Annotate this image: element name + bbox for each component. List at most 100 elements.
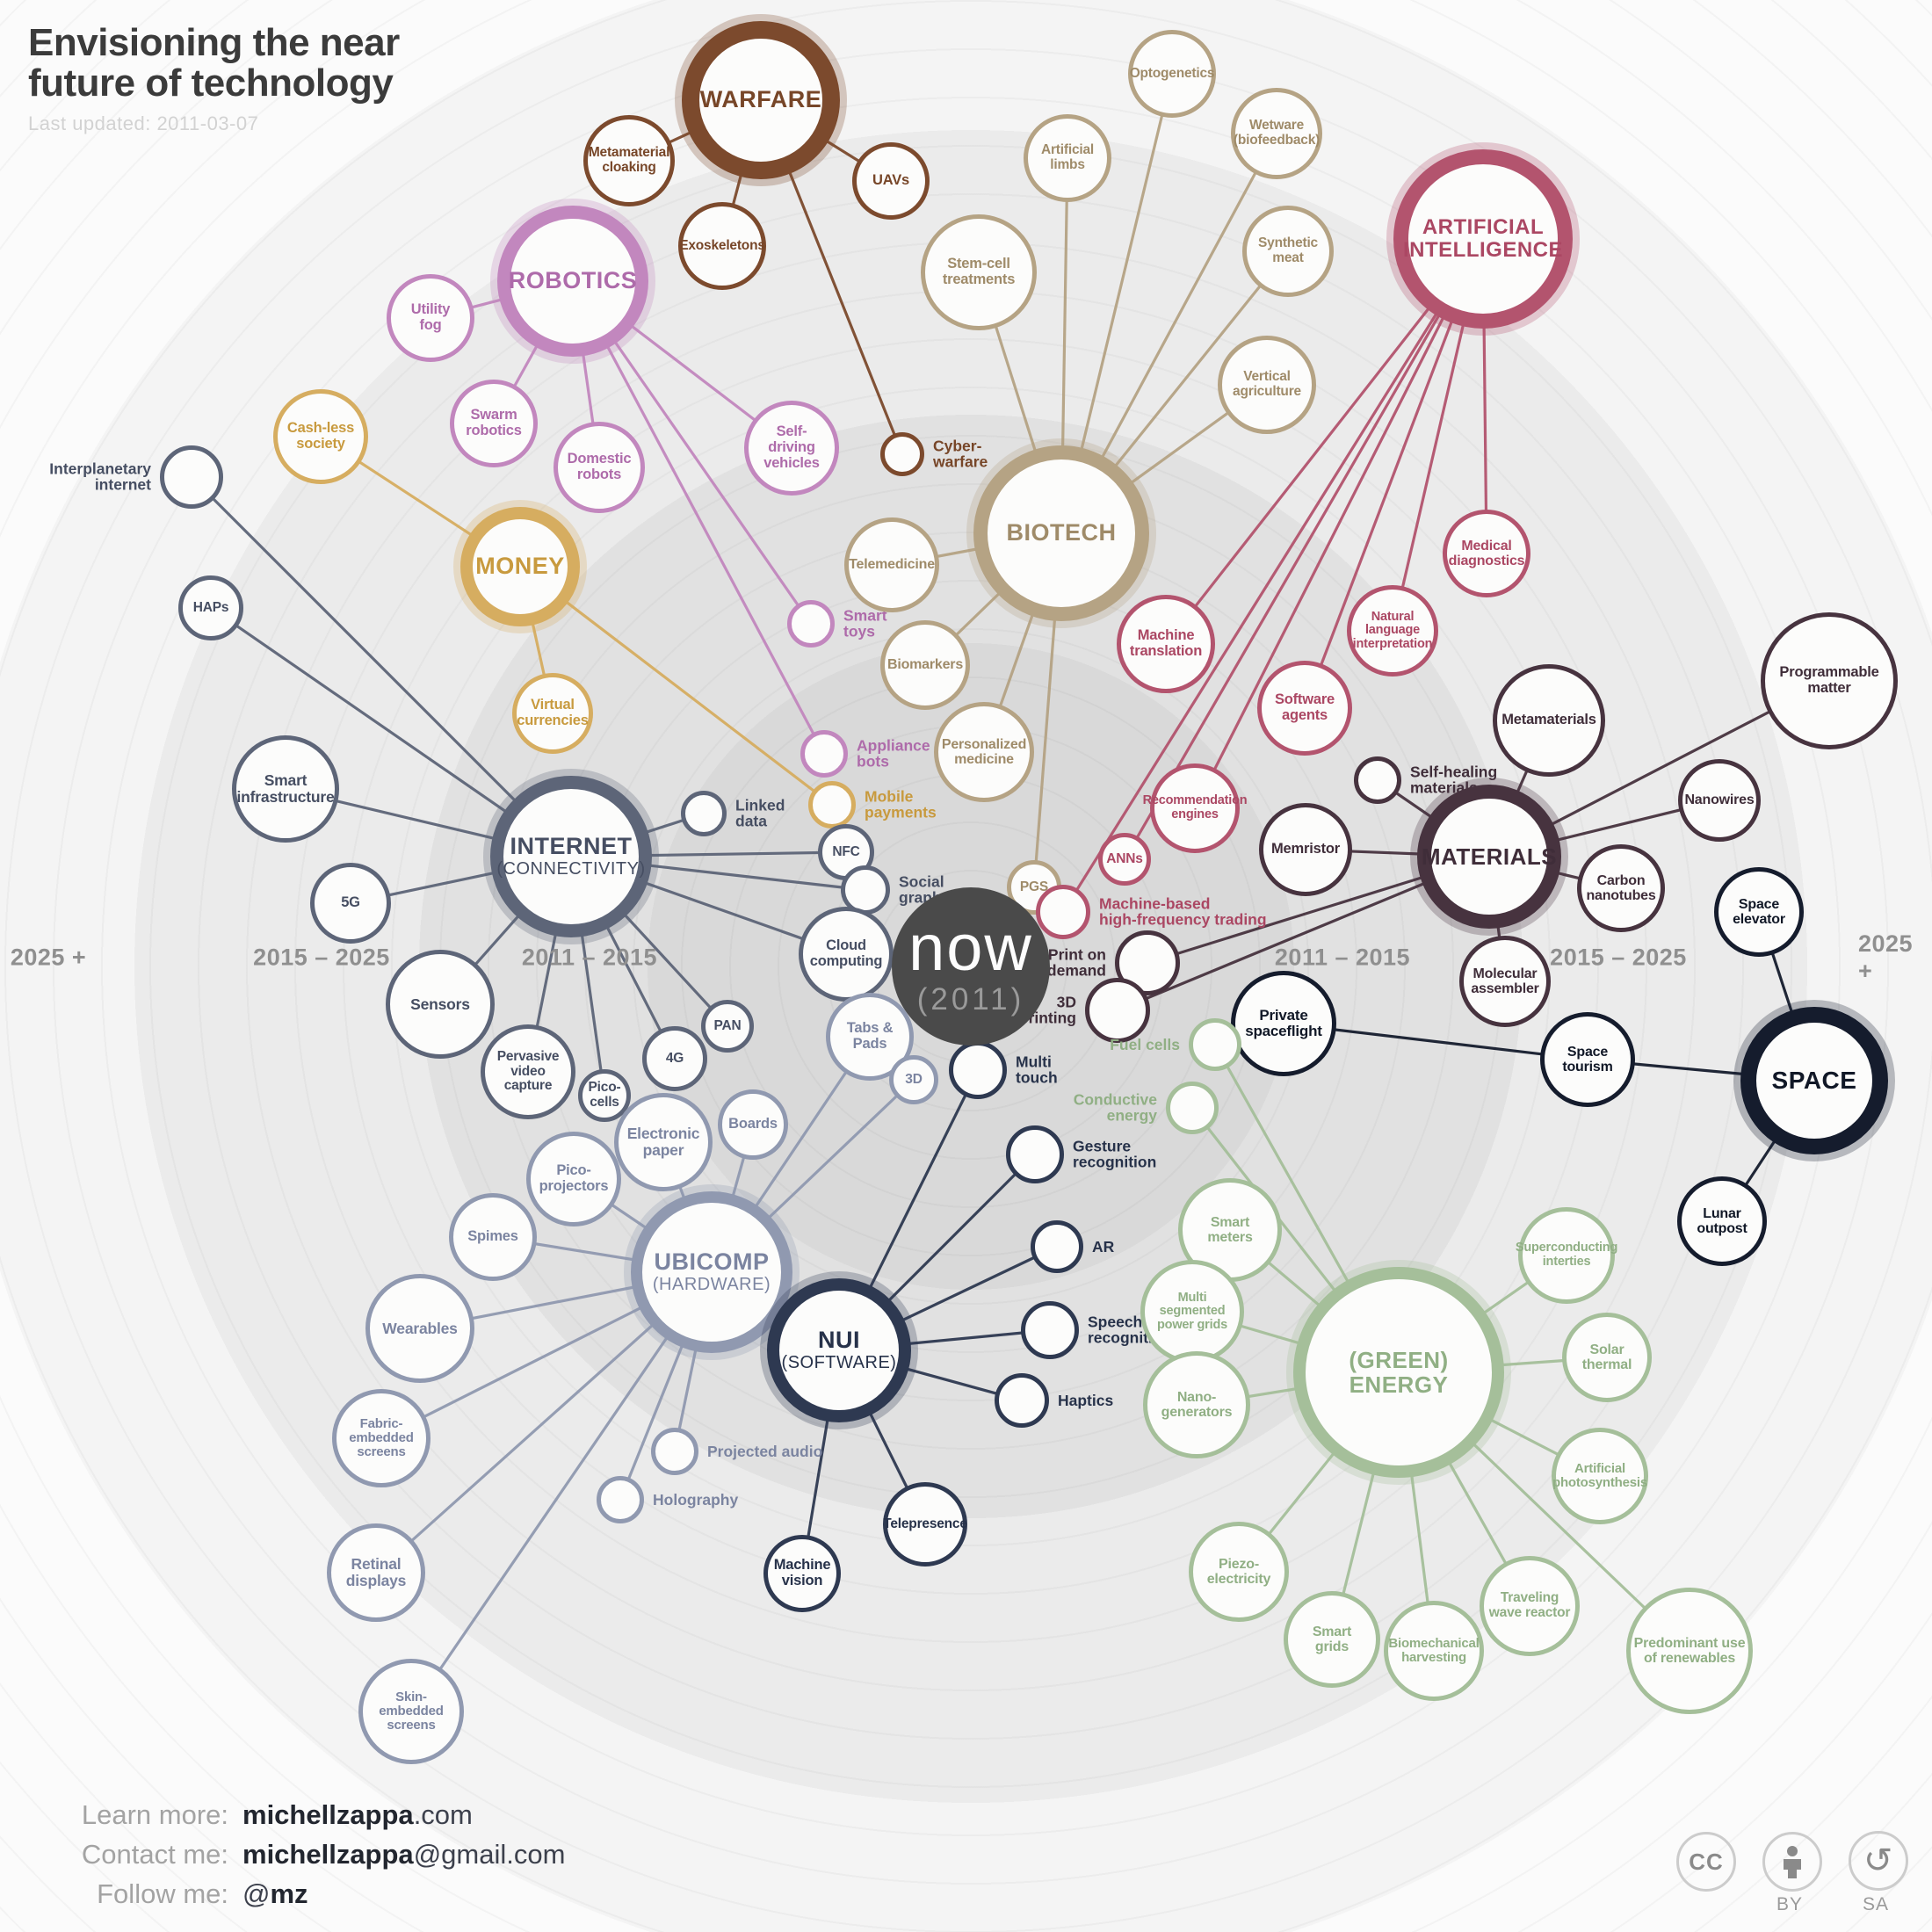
node-telepresence: Telepresence [883, 1482, 967, 1567]
node-medical-diagnostics: Medical diagnostics [1443, 510, 1530, 597]
hub-green: (GREEN) ENERGY [1293, 1267, 1504, 1478]
hub-internet-sublabel: (CONNECTIVITY) [496, 859, 646, 879]
node-traveling-wave-reactor: Traveling wave reactor [1480, 1556, 1580, 1656]
hub-warfare: WARFARE [682, 21, 840, 179]
node-gesture-recognition-label: Gesture recognition [1073, 1137, 1157, 1171]
node-holography-label: Holography [653, 1490, 739, 1509]
node-pico-cells: Pico- cells [578, 1069, 631, 1122]
cc-license-icon: CC [1676, 1832, 1736, 1892]
hub-money: MONEY [460, 507, 580, 626]
footer-row-2: Follow me: @mz [25, 1878, 565, 1910]
sa-glyph: ↻ [1863, 1842, 1893, 1880]
node-nanowires: Nanowires [1678, 759, 1761, 842]
node-memristor-label: Memristor [1271, 841, 1340, 857]
edge-hub-ai--anns [1123, 238, 1485, 860]
ring-label-4: 2015 – 2025 [1550, 944, 1687, 971]
hub-ubicomp-label: UBICOMP [654, 1248, 770, 1275]
node-pico-cells-label: Pico- cells [588, 1080, 621, 1110]
node-exoskeletons: Exoskeletons [678, 202, 766, 290]
node-solar-thermal: Solar thermal [1562, 1313, 1652, 1402]
node-skin-embedded-screens-label: Skin- embedded screens [379, 1689, 444, 1733]
node-wetware-label: Wetware (biofeedback) [1233, 118, 1321, 148]
title-block: Envisioning the near future of technolog… [28, 23, 400, 135]
hub-materials: MATERIALS [1417, 785, 1561, 929]
node-telepresence-label: Telepresence [883, 1516, 967, 1531]
node-machine-vision-label: Machine vision [773, 1557, 831, 1588]
node-lunar-outpost: Lunar outpost [1677, 1176, 1767, 1266]
hub-ai: ARTIFICIAL INTELLIGENCE [1393, 149, 1573, 329]
node-private-spaceflight: Private spaceflight [1231, 971, 1336, 1076]
node-node-4g-label: 4G [665, 1050, 684, 1066]
footer-row-1-value[interactable]: michellzappa@gmail.com [242, 1839, 566, 1870]
node-machine-hft-label: Machine-based high-frequency trading [1099, 894, 1267, 929]
node-node-3d-label: 3D [905, 1071, 923, 1087]
node-telemedicine-label: Telemedicine [849, 557, 935, 573]
node-metamaterials: Metamaterials [1493, 664, 1605, 777]
footer-row-2-value[interactable]: @mz [242, 1878, 308, 1909]
node-spimes: Spimes [449, 1193, 537, 1281]
node-appliance-bots [800, 730, 848, 778]
node-haps-label: HAPs [192, 599, 229, 615]
node-predominant-renewables: Predominant use of renewables [1626, 1588, 1753, 1714]
node-virtual-currencies: Virtual currencies [512, 673, 593, 754]
node-space-elevator-label: Space elevator [1733, 896, 1785, 927]
node-pan-label: PAN [713, 1017, 742, 1033]
hub-robotics: ROBOTICS [497, 206, 648, 357]
node-projected-audio-label: Projected audio [707, 1442, 823, 1460]
node-electronic-paper-label: Electronic paper [626, 1125, 700, 1159]
node-smart-infrastructure: Smart infrastructure [232, 735, 339, 843]
node-haps: HAPs [178, 575, 243, 640]
node-swarm-robotics: Swarm robotics [450, 380, 538, 467]
node-optogenetics-label: Optogenetics [1129, 65, 1215, 81]
node-fuel-cells-label: Fuel cells [1110, 1035, 1180, 1053]
edge-hub-internet--interplanetary-internet [190, 475, 573, 858]
node-print-on-demand-label: Print on demand [1046, 945, 1106, 980]
node-fabric-embedded-screens-label: Fabric- embedded screens [349, 1415, 414, 1460]
node-linked-data [681, 791, 727, 836]
node-sensors: Sensors [386, 950, 495, 1059]
node-sensors-label: Sensors [410, 995, 470, 1013]
node-personalized-medicine: Personalized medicine [934, 702, 1034, 802]
node-tabs-pads-label: Tabs & Pads [846, 1020, 894, 1052]
node-software-agents-label: Software agents [1274, 691, 1335, 723]
node-wearables-label: Wearables [382, 1319, 458, 1337]
node-self-healing-materials [1354, 756, 1401, 804]
node-cyber-warfare [880, 432, 924, 476]
node-projected-audio [651, 1428, 698, 1475]
ring-label-0: 2025 + [10, 944, 87, 971]
node-natural-language-interpretation-label: Natural language interpretation [1352, 609, 1433, 651]
node-telemedicine: Telemedicine [844, 517, 939, 612]
node-lunar-outpost-label: Lunar outpost [1697, 1205, 1747, 1236]
node-synthetic-meat: Synthetic meat [1242, 206, 1334, 297]
node-programmable-matter-label: Programmable matter [1779, 664, 1879, 696]
node-wetware: Wetware (biofeedback) [1231, 88, 1322, 179]
node-electronic-paper: Electronic paper [614, 1093, 713, 1191]
node-private-spaceflight-label: Private spaceflight [1245, 1006, 1322, 1039]
hub-biotech: BIOTECH [973, 445, 1149, 621]
node-memristor: Memristor [1259, 803, 1352, 896]
node-medical-diagnostics-label: Medical diagnostics [1448, 538, 1525, 568]
node-recommendation-engines: Recommendation engines [1143, 763, 1248, 853]
footer-row-0-value[interactable]: michellzappa.com [242, 1799, 473, 1830]
cc-label: CC [1689, 1848, 1724, 1875]
node-smart-grids: Smart grids [1284, 1591, 1380, 1688]
node-self-driving-vehicles: Self- driving vehicles [744, 401, 839, 496]
node-virtual-currencies-label: Virtual currencies [517, 697, 589, 728]
person-glyph [1784, 1846, 1801, 1878]
hub-internet: INTERNET (CONNECTIVITY) [490, 776, 652, 937]
node-node-3d: 3D [889, 1055, 938, 1104]
node-machine-translation-label: Machine translation [1129, 627, 1203, 659]
node-superconducting-interties: Superconducting interties [1516, 1207, 1617, 1304]
node-machine-hft [1036, 885, 1090, 939]
node-carbon-nanotubes: Carbon nanotubes [1577, 844, 1665, 932]
node-smart-toys-label: Smart toys [843, 606, 887, 640]
hub-green-label: (GREEN) ENERGY [1349, 1346, 1449, 1398]
sa-label: SA [1862, 1894, 1890, 1914]
node-utility-fog: Utility fog [387, 274, 474, 362]
node-optogenetics: Optogenetics [1128, 30, 1216, 118]
node-vertical-agriculture: Vertical agriculture [1218, 336, 1316, 434]
node-boards: Boards [718, 1089, 788, 1160]
node-cloud-computing-label: Cloud computing [809, 937, 883, 969]
node-uavs-label: UAVs [872, 172, 909, 189]
